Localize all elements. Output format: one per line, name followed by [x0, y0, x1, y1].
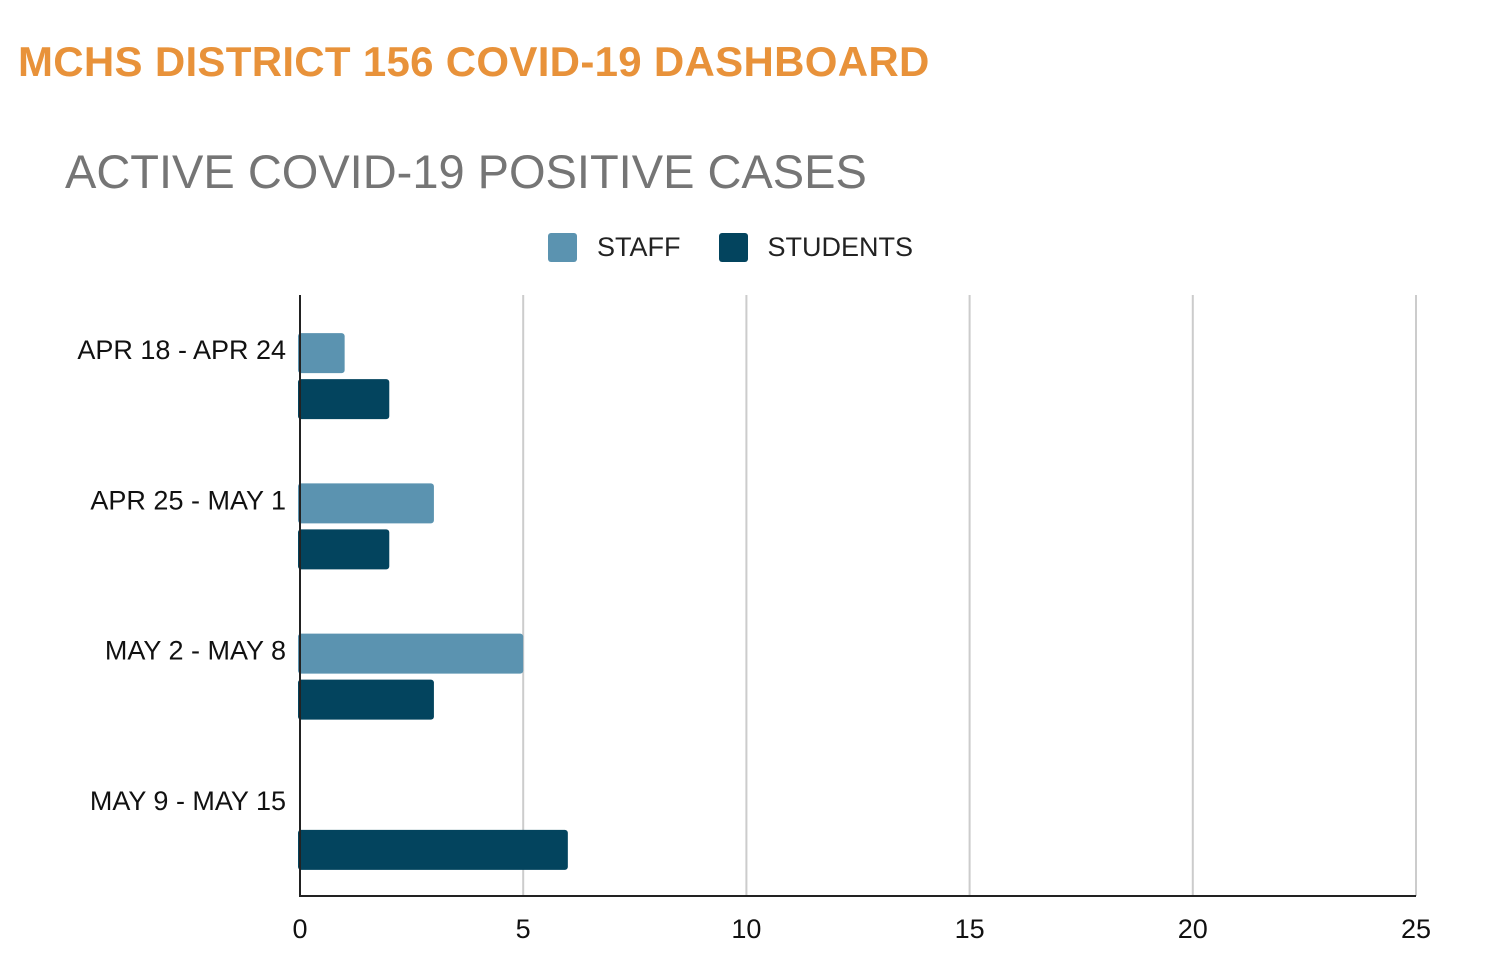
bar-staff [298, 633, 524, 674]
category-label: MAY 9 - MAY 15 [90, 786, 286, 816]
legend-item-students: STUDENTS [718, 231, 914, 263]
x-tick-label: 15 [955, 914, 985, 944]
legend-label-students: STUDENTS [767, 231, 914, 262]
legend-swatch-students [718, 232, 748, 262]
x-tick-label: 10 [731, 914, 761, 944]
bar-staff [298, 483, 434, 524]
bar-students [298, 679, 434, 720]
chart-title: ACTIVE COVID-19 POSITIVE CASES [65, 145, 867, 198]
chart-legend: STAFF STUDENTS [548, 230, 951, 264]
category-label: MAY 2 - MAY 8 [105, 636, 286, 666]
bar-students [298, 829, 568, 870]
legend-swatch-staff [548, 232, 577, 262]
category-labels: APR 18 - APR 24 APR 25 - MAY 1 MAY 2 - MAY… [77, 335, 286, 816]
legend-label-staff: STAFF [597, 231, 681, 262]
category-label: APR 18 - APR 24 [77, 335, 286, 365]
x-tick-label: 25 [1401, 914, 1431, 944]
bar-staff [298, 333, 345, 374]
dashboard-title: MCHS DISTRICT 156 COVID-19 DASHBOARD [18, 38, 930, 85]
bar-students [298, 379, 390, 420]
axes [299, 295, 1416, 897]
x-tick-label: 20 [1178, 914, 1208, 944]
bar-students [298, 529, 390, 570]
category-label: APR 25 - MAY 1 [90, 485, 286, 515]
x-tick-label: 5 [516, 914, 531, 944]
legend-item-staff: STAFF [548, 232, 681, 263]
x-tick-label: 0 [292, 914, 307, 944]
bars [298, 333, 568, 870]
tick-labels: 0 5 10 15 20 25 [292, 914, 1431, 944]
gridlines [522, 295, 1417, 896]
